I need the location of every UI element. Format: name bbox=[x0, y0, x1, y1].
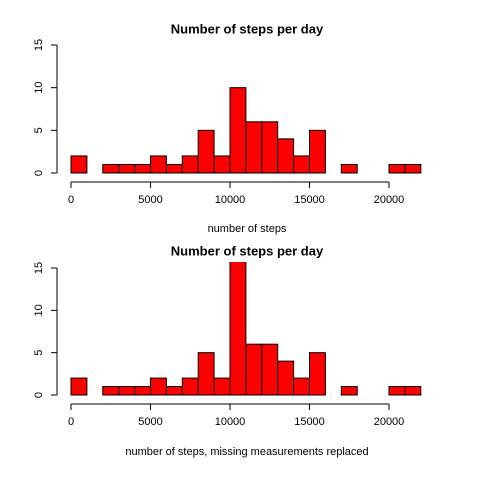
x-axis-label: number of steps, missing measurements re… bbox=[125, 446, 368, 458]
x-tick-label: 0 bbox=[68, 194, 74, 206]
bar bbox=[102, 386, 120, 396]
y-tick-label: 5 bbox=[33, 127, 45, 133]
bar bbox=[150, 155, 167, 174]
bar bbox=[70, 377, 88, 396]
bar bbox=[213, 155, 231, 174]
bar bbox=[229, 87, 247, 174]
x-axis-label: number of steps bbox=[208, 223, 287, 235]
bar bbox=[102, 163, 120, 174]
x-tick-label: 0 bbox=[68, 416, 74, 428]
bar bbox=[340, 163, 358, 174]
bar bbox=[340, 386, 358, 396]
bars bbox=[70, 262, 422, 396]
x-tick-label: 10000 bbox=[215, 194, 246, 206]
bar bbox=[134, 163, 152, 174]
y-tick-label: 15 bbox=[33, 39, 45, 51]
y-tick-label: 10 bbox=[33, 304, 45, 316]
chart-title: Number of steps per day bbox=[171, 243, 324, 258]
bar bbox=[165, 163, 183, 174]
x-tick-label: 15000 bbox=[294, 194, 325, 206]
bars bbox=[70, 87, 422, 174]
bar bbox=[134, 386, 152, 396]
bar bbox=[388, 386, 406, 396]
bar bbox=[150, 377, 167, 396]
bar bbox=[70, 155, 88, 174]
bar bbox=[213, 377, 231, 396]
chart-title: Number of steps per day bbox=[171, 21, 324, 36]
bar bbox=[309, 129, 326, 174]
x-tick-label: 15000 bbox=[294, 416, 325, 428]
bar bbox=[261, 343, 279, 396]
bar bbox=[277, 138, 295, 174]
bar bbox=[309, 352, 326, 396]
y-tick-label: 0 bbox=[33, 170, 45, 176]
bar bbox=[277, 360, 295, 396]
y-tick-label: 5 bbox=[33, 350, 45, 356]
bar bbox=[118, 386, 136, 396]
bar bbox=[118, 163, 136, 174]
bar bbox=[261, 121, 279, 174]
bar bbox=[229, 262, 247, 396]
bar bbox=[404, 163, 422, 174]
x-tick-label: 5000 bbox=[138, 416, 162, 428]
bar bbox=[197, 352, 215, 396]
bar bbox=[293, 377, 311, 396]
bar bbox=[181, 155, 199, 174]
x-tick-label: 5000 bbox=[138, 194, 162, 206]
bar bbox=[245, 343, 263, 396]
bar bbox=[197, 129, 215, 174]
bar bbox=[165, 386, 183, 396]
y-tick-label: 0 bbox=[33, 392, 45, 398]
bar bbox=[293, 155, 311, 174]
bar bbox=[388, 163, 406, 174]
bar bbox=[404, 386, 422, 396]
bar bbox=[245, 121, 263, 174]
x-tick-label: 20000 bbox=[374, 194, 405, 206]
y-tick-label: 10 bbox=[33, 82, 45, 94]
x-tick-label: 20000 bbox=[374, 416, 405, 428]
y-tick-label: 15 bbox=[33, 262, 45, 274]
bar bbox=[181, 377, 199, 396]
x-tick-label: 10000 bbox=[215, 416, 246, 428]
